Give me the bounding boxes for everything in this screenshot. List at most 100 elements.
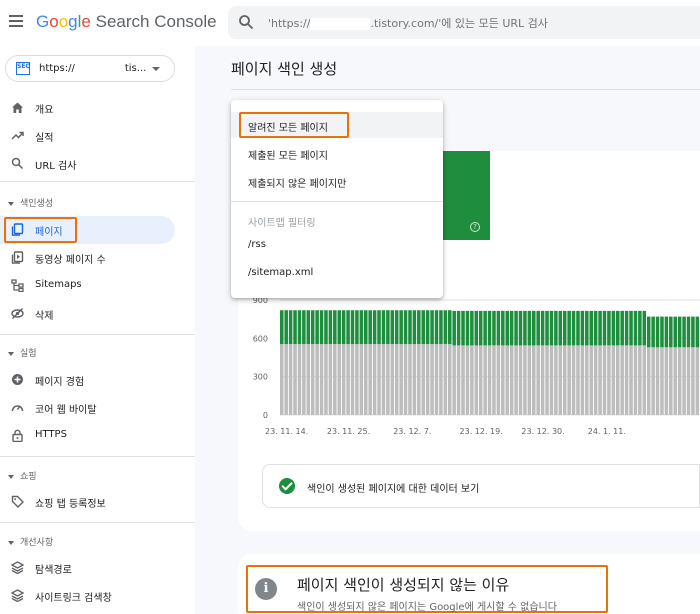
url-inspection-search-input[interactable]: 'https:// .tistory.com/'에 있는 모든 URL 검사: [228, 6, 700, 39]
property-selector[interactable]: SEO https:// tis...: [5, 55, 175, 82]
chart-bar-indexed: [532, 310, 536, 346]
chart-bar-indexed: [364, 310, 368, 345]
chart-bar-not-indexed: [598, 345, 602, 415]
menu-item-unsubmitted-pages-only[interactable]: 제출되지 않은 페이지만: [231, 168, 443, 194]
chart-bar-indexed: [686, 316, 691, 348]
sidebar-item-sitelinks-searchbox[interactable]: 사이트링크 검색창: [0, 582, 175, 610]
chart-bar-not-indexed: [284, 344, 288, 415]
pages-icon: [11, 223, 24, 236]
sidebar-item-label: 삭제: [35, 311, 54, 322]
sidebar-item-video-pages[interactable]: 동영상 페이지 수: [0, 244, 175, 272]
chart-bar-indexed: [580, 310, 585, 346]
chart-bar-indexed: [487, 310, 492, 346]
sidebar-item-overview[interactable]: 개요: [0, 94, 175, 122]
section-indexing-toggle[interactable]: 색인생성: [8, 196, 53, 209]
chart-bar-indexed: [571, 310, 576, 346]
chart-bar-not-indexed: [655, 347, 660, 415]
chart-bar-not-indexed: [399, 344, 403, 415]
chart-bar-indexed: [333, 310, 337, 345]
sidebar-item-shopping-tab-listings[interactable]: 쇼핑 탭 등록정보: [0, 488, 175, 516]
menu-item-sitemap-rss[interactable]: /rss: [231, 232, 443, 258]
chart-bar-indexed: [443, 310, 448, 345]
chart-bar-not-indexed: [607, 345, 611, 415]
chart-x-tick-label: 23. 11. 14.: [265, 427, 308, 436]
removals-icon: [11, 308, 24, 319]
chart-bar-not-indexed: [417, 344, 421, 415]
chart-bar-indexed: [607, 310, 611, 346]
view-indexed-pages-link[interactable]: 색인이 생성된 페이지에 대한 데이터 보기: [262, 464, 700, 508]
chart-bar-not-indexed: [554, 345, 558, 415]
chart-bar-not-indexed: [487, 345, 492, 415]
chart-bars: [280, 310, 700, 415]
chart-bar-indexed: [664, 316, 669, 348]
chart-bar-not-indexed: [536, 345, 540, 415]
chart-bar-not-indexed: [350, 344, 355, 415]
chart-bar-not-indexed: [372, 344, 377, 415]
chart-bar-not-indexed: [629, 345, 633, 415]
chart-bar-not-indexed: [567, 345, 571, 415]
chart-bar-indexed: [682, 316, 686, 348]
help-icon[interactable]: ?: [470, 222, 480, 232]
chart-bar-not-indexed: [695, 347, 700, 415]
sidebar-item-breadcrumbs[interactable]: 탐색경로: [0, 554, 175, 582]
search-suffix: .tistory.com/'에 있는 모든 URL 검사: [370, 17, 548, 30]
annotation-highlight: [4, 217, 77, 243]
sidebar-item-core-web-vitals[interactable]: 코어 웹 바이탈: [0, 394, 175, 422]
chart-bar-not-indexed: [589, 345, 594, 415]
chart-bar-not-indexed: [501, 345, 505, 415]
chart-bar-not-indexed: [646, 347, 651, 415]
sidebar-item-label: URL 검사: [35, 161, 77, 172]
chart-bar-indexed: [434, 310, 439, 345]
sidebar-item-performance[interactable]: 실적: [0, 122, 175, 150]
chart-bar-indexed: [505, 310, 510, 346]
chart-bar-indexed: [399, 310, 403, 345]
chart-bar-not-indexed: [337, 344, 342, 415]
chart-bar-not-indexed: [633, 345, 638, 415]
chart-bar-not-indexed: [585, 345, 589, 415]
title-divider: [231, 89, 700, 90]
chart-bar-not-indexed: [461, 345, 465, 415]
menu-item-all-submitted-pages[interactable]: 제출된 모든 페이지: [231, 140, 443, 166]
chart-bar-not-indexed: [478, 345, 483, 415]
chart-bar-not-indexed: [470, 345, 474, 415]
sidebar-item-removals[interactable]: 삭제: [0, 300, 175, 328]
chart-bar-indexed: [408, 310, 412, 345]
menu-divider: [231, 201, 443, 202]
breadcrumb-icon: [11, 561, 24, 574]
chart-bar-indexed: [390, 310, 395, 345]
chart-bar-not-indexed: [319, 344, 324, 415]
top-app-bar: Google Search Console 'https:// .tistory.…: [0, 0, 700, 46]
annotation-highlight: [246, 565, 608, 613]
logo-google-text: Google: [36, 12, 91, 31]
chart-bar-not-indexed: [576, 345, 580, 415]
chart-bar-not-indexed: [412, 344, 417, 415]
section-shopping-toggle[interactable]: 쇼핑: [8, 469, 37, 482]
menu-item-sitemap-xml[interactable]: /sitemap.xml: [231, 260, 443, 286]
chart-bar-indexed: [602, 310, 607, 346]
chart-bar-not-indexed: [302, 344, 306, 415]
chart-bar-not-indexed: [642, 345, 647, 415]
sidebar-item-page-experience[interactable]: 페이지 경험: [0, 366, 175, 394]
chart-bar-not-indexed: [355, 344, 359, 415]
section-enhancements-toggle[interactable]: 개선사항: [8, 535, 53, 548]
chart-bar-not-indexed: [448, 344, 452, 415]
section-label: 개선사항: [20, 538, 54, 548]
menu-item-all-known-pages[interactable]: 알려진 모든 페이지: [231, 112, 443, 138]
caret-down-icon: [8, 474, 14, 479]
sidebar-item-pages[interactable]: 페이지: [0, 216, 175, 244]
chart-bar-not-indexed: [638, 345, 642, 415]
sidebar-item-label: 쇼핑 탭 등록정보: [35, 499, 106, 510]
chart-bar-indexed: [350, 310, 355, 345]
sidebar-item-https[interactable]: HTTPS: [0, 422, 175, 450]
search-console-logo[interactable]: Google Search Console: [36, 12, 217, 32]
section-experience-toggle[interactable]: 실험: [8, 346, 37, 359]
sidebar-item-url-inspection[interactable]: URL 검사: [0, 150, 175, 178]
chart-bar-indexed: [403, 310, 408, 345]
sitelinks-icon: [11, 589, 24, 602]
sidebar-item-sitemaps[interactable]: Sitemaps: [0, 272, 175, 300]
chart-bar-not-indexed: [425, 344, 430, 415]
chart-bar-indexed: [691, 316, 695, 348]
chart-bar-indexed: [359, 310, 364, 345]
chart-y-tick-label: 0: [263, 411, 268, 420]
menu-icon[interactable]: [9, 15, 23, 27]
